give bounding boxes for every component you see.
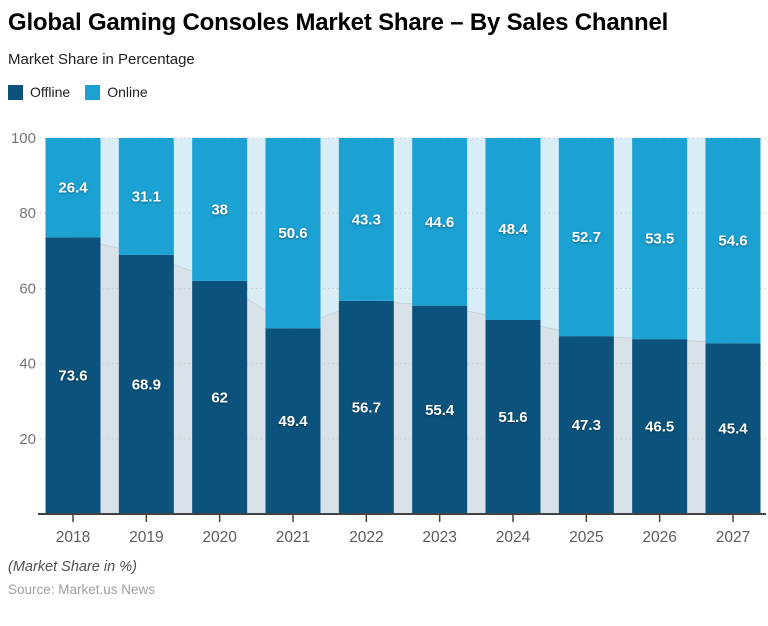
bar-online-2027: [705, 138, 761, 344]
chart-area: 26.4 73.6 31.1 68.9 38 62 50.6 49.4 43.3 56.7 44.6…: [0, 124, 768, 553]
bar-label-online-2026: 53.5: [645, 231, 674, 248]
x-tick-label-2024: 2024: [496, 529, 531, 546]
page-title: Global Gaming Consoles Market Share – By…: [8, 9, 669, 36]
legend-item-online[interactable]: Online: [85, 84, 148, 101]
bar-label-online-2021: 50.6: [278, 225, 307, 242]
bar-online-2023: [412, 138, 468, 307]
x-tick-label-2022: 2022: [349, 529, 383, 546]
offline-silhouette-edge: [72, 237, 734, 345]
bar-offline-2021: [265, 328, 321, 515]
bar-offline-2023: [412, 306, 468, 515]
x-tick-label-2018: 2018: [56, 529, 90, 546]
bar-label-offline-2018: 73.6: [58, 368, 87, 385]
bar-label-offline-2026: 46.5: [645, 419, 674, 436]
bar-label-online-2025: 52.7: [572, 229, 601, 246]
x-tick-label-2027: 2027: [716, 529, 750, 546]
bar-online-2024: [485, 138, 541, 321]
bar-label-online-2023: 44.6: [425, 214, 454, 231]
legend-item-offline[interactable]: Offline: [8, 84, 70, 100]
bar-offline-2018: [45, 237, 101, 515]
bar-label-online-2024: 48.4: [498, 221, 528, 238]
chart-subtitle: Market Share in Percentage: [8, 51, 195, 69]
chart-header: Global Gaming Consoles Market Share – By…: [0, 0, 768, 100]
bar-online-2019: [118, 138, 174, 256]
legend-label-offline: Offline: [30, 84, 71, 101]
bar-label-online-2019: 31.1: [132, 189, 161, 206]
bar-label-offline-2022: 56.7: [352, 400, 381, 417]
bar-label-offline-2020: 62: [211, 390, 228, 407]
y-tick-label-60: 60: [19, 281, 36, 298]
bar-label-online-2020: 38: [211, 202, 228, 219]
bar-label-online-2027: 54.6: [718, 233, 747, 250]
bar-offline-2027: [705, 343, 761, 515]
legend-label-online: Online: [107, 84, 148, 101]
chart-footnote: (Market Share in %): [8, 559, 137, 576]
bar-offline-2026: [632, 339, 688, 515]
stacked-bar-chart: 26.4 73.6 31.1 68.9 38 62 50.6 49.4 43.3 56.7 44.6…: [11, 130, 766, 546]
x-tick-label-2026: 2026: [642, 529, 676, 546]
offline-swatch-icon: [8, 84, 23, 100]
bar-online-2020: [192, 138, 248, 282]
bar-offline-2025: [558, 336, 614, 515]
bar-online-2025: [558, 138, 614, 337]
x-tick-label-2023: 2023: [422, 529, 456, 546]
bar-online-2026: [632, 138, 688, 340]
x-tick-label-2021: 2021: [276, 529, 310, 546]
bar-label-online-2022: 43.3: [352, 212, 381, 229]
bar-label-online-2018: 26.4: [58, 180, 88, 197]
y-tick-label-20: 20: [19, 431, 36, 448]
bar-online-2018: [45, 138, 101, 238]
bar-offline-2020: [192, 281, 248, 515]
x-tick-label-2019: 2019: [129, 529, 163, 546]
x-tick-label-2020: 2020: [202, 529, 237, 546]
bar-offline-2024: [485, 320, 541, 515]
online-swatch-icon: [85, 84, 101, 100]
source-text: Source: Market.us News: [8, 582, 156, 598]
bar-label-offline-2024: 51.6: [498, 409, 527, 426]
y-tick-label-100: 100: [11, 130, 36, 147]
bar-label-offline-2019: 68.9: [132, 377, 161, 394]
bar-label-offline-2025: 47.3: [572, 417, 601, 434]
bar-label-offline-2027: 45.4: [718, 421, 748, 438]
bar-online-2022: [338, 138, 394, 302]
bar-offline-2022: [338, 301, 394, 515]
chart-legend: Offline Online: [8, 84, 760, 100]
y-tick-label-40: 40: [19, 356, 36, 373]
y-tick-label-80: 80: [19, 206, 36, 223]
chart-footer: (Market Share in %) Source: Market.us Ne…: [0, 553, 768, 597]
bar-online-2021: [265, 138, 321, 329]
bar-offline-2019: [118, 255, 174, 515]
x-tick-label-2025: 2025: [569, 529, 603, 546]
bar-label-offline-2023: 55.4: [425, 402, 455, 419]
bar-label-offline-2021: 49.4: [278, 413, 308, 430]
